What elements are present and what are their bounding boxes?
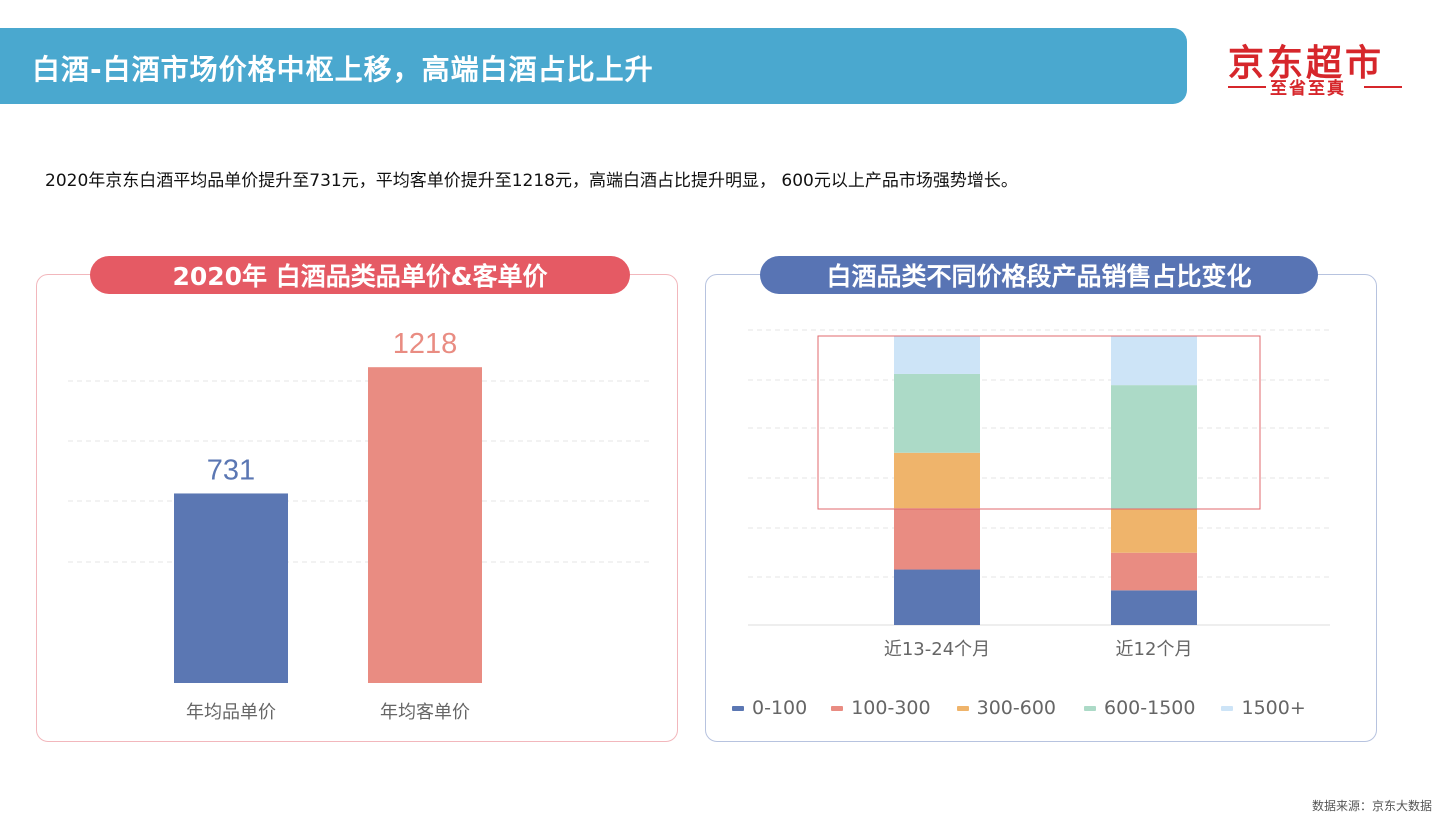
legend-item-300-600: 300-600: [956, 697, 1056, 719]
stack-segment-1-0-100: [894, 569, 980, 625]
x-tick-label-left-2: 年均客单价: [380, 702, 470, 723]
legend-swatch-300-600: [956, 705, 969, 711]
left-chart-title: 2020年 白酒品类品单价&客单价: [90, 256, 630, 294]
legend-item-0-100: 0-100: [732, 697, 807, 719]
legend-label-100-300: 100-300: [851, 697, 931, 719]
legend-swatch-600-1500: [1084, 705, 1096, 711]
logo-line-left: [1228, 86, 1266, 88]
stack-segment-2-300-600: [1111, 509, 1197, 553]
legend-swatch-1500: [1221, 705, 1234, 711]
x-tick-label-left-1: 年均品单价: [186, 702, 276, 723]
right-chart-title: 白酒品类不同价格段产品销售占比变化: [760, 256, 1318, 294]
data-source: 数据来源：京东大数据: [1312, 799, 1433, 813]
page-title: 白酒-白酒市场价格中枢上移，高端白酒占比上升: [32, 53, 654, 86]
stack-segment-1-1500: [894, 336, 980, 374]
right-chart-panel: [705, 274, 1377, 742]
legend-item-1500: 1500+: [1221, 697, 1306, 719]
legend-label-300-600: 300-600: [976, 697, 1056, 719]
legend-label-1500: 1500+: [1241, 697, 1306, 719]
bar-2: [368, 367, 482, 683]
jd-supermarket-logo: 京东超市 至省至真: [1218, 30, 1418, 100]
stack-segment-2-0-100: [1111, 590, 1197, 625]
legend-label-0-100: 0-100: [752, 697, 808, 719]
legend-item-600-1500: 600-1500: [1084, 697, 1195, 719]
x-tick-label-right-1: 近13-24个月: [884, 639, 990, 660]
stacked-chart-legend: 0-100 100-300 300-600 600-1500 1500+: [732, 697, 1306, 719]
stack-segment-2-600-1500: [1111, 385, 1197, 510]
title-bar: [0, 28, 1187, 104]
logo-sub-text: 至省至真: [1270, 79, 1346, 99]
stack-segment-2-100-300: [1111, 552, 1197, 591]
legend-item-100-300: 100-300: [831, 697, 931, 719]
bar-value-label-1: 731: [207, 454, 255, 486]
bar-value-label-2: 1218: [393, 328, 458, 360]
x-tick-label-right-2: 近12个月: [1116, 639, 1193, 660]
stack-segment-1-100-300: [894, 508, 980, 570]
legend-swatch-0-100: [732, 705, 744, 711]
stack-segment-2-1500: [1111, 336, 1197, 386]
highlight-box: [817, 335, 1261, 510]
logo-main-text: 京东超市: [1228, 43, 1385, 84]
logo-line-right: [1364, 86, 1402, 88]
legend-swatch-100-300: [831, 705, 844, 711]
summary-text: 2020年京东白酒平均品单价提升至731元，平均客单价提升至1218元，高端白酒…: [45, 171, 1018, 191]
left-chart-panel: [36, 274, 678, 742]
stack-segment-1-300-600: [894, 452, 980, 509]
bar-1: [174, 493, 288, 683]
stack-segment-1-600-1500: [894, 373, 980, 453]
legend-label-600-1500: 600-1500: [1104, 697, 1196, 719]
